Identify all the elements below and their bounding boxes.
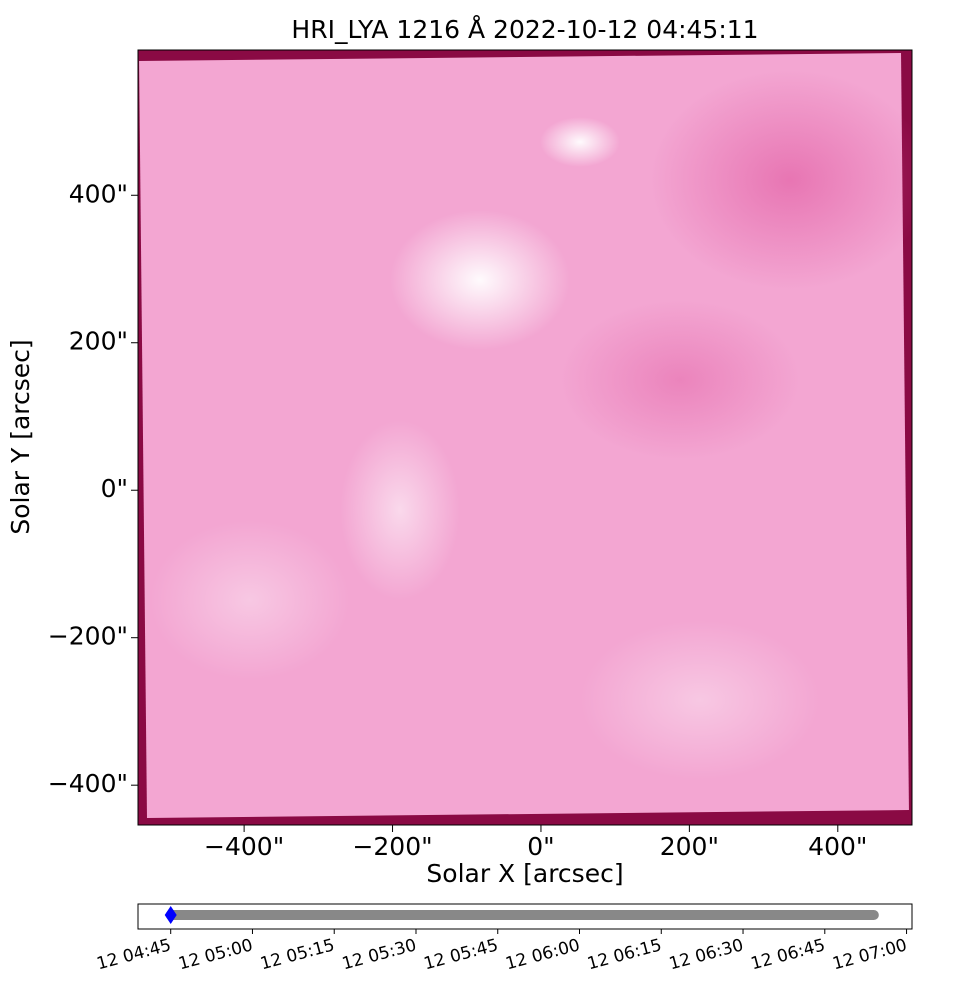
chart-title: HRI_LYA 1216 Å 2022-10-12 04:45:11 xyxy=(291,15,758,44)
x-tick-label: 12 06:30 xyxy=(667,935,746,974)
axes-frame xyxy=(137,49,913,826)
x-tick-label: 12 05:45 xyxy=(422,935,501,974)
y-tick-label: −200" xyxy=(48,622,128,651)
timeline-frame xyxy=(137,903,913,930)
x-tick-label: 12 06:45 xyxy=(749,935,828,974)
solar-image xyxy=(138,50,912,825)
x-tick-label: 12 04:45 xyxy=(95,935,174,974)
x-axis-label: Solar X [arcsec] xyxy=(426,859,623,888)
y-tick-label: −400" xyxy=(48,769,128,798)
x-tick-label: 12 06:15 xyxy=(585,935,664,974)
x-tick-label: 12 06:00 xyxy=(503,935,582,974)
x-tick-label: 200" xyxy=(660,832,719,861)
x-tick-label: 12 05:15 xyxy=(258,935,337,974)
y-tick-label: 0" xyxy=(101,474,128,503)
x-tick-label: 0" xyxy=(527,832,554,861)
current-marker xyxy=(164,906,177,924)
x-tick-label: 12 07:00 xyxy=(831,935,910,974)
x-tick-label: −200" xyxy=(352,832,432,861)
x-tick-label: 400" xyxy=(808,832,867,861)
y-axis-label: Solar Y [arcsec] xyxy=(6,339,35,534)
x-tick-label: −400" xyxy=(204,832,284,861)
x-tick-label: 12 05:00 xyxy=(176,935,255,974)
y-tick-label: 200" xyxy=(69,327,128,356)
y-tick-label: 400" xyxy=(69,179,128,208)
x-tick-label: 12 05:30 xyxy=(340,935,419,974)
